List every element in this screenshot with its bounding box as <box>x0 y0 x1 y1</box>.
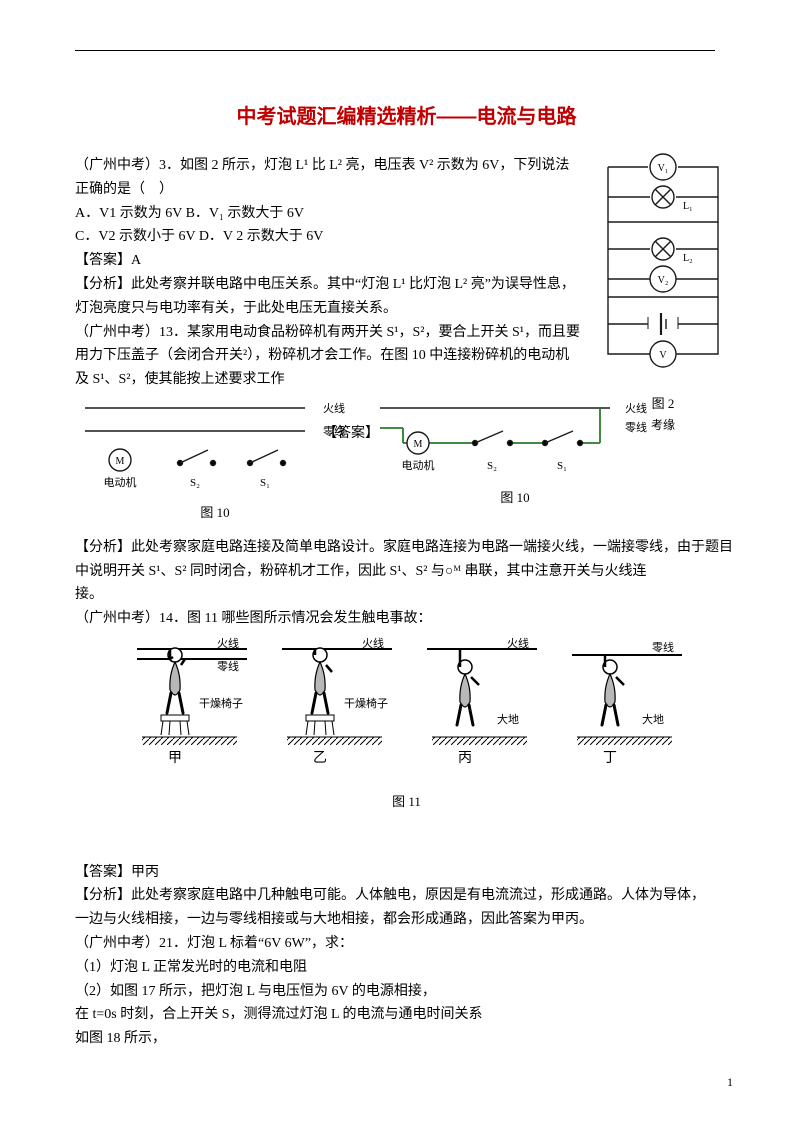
svg-text:火线: 火线 <box>217 637 239 650</box>
svg-text:火线: 火线 <box>362 637 384 650</box>
svg-text:S₂: S₂ <box>190 477 200 489</box>
q21-prompt: （广州中考）21．灯泡 L 标着“6V 6W”，求： <box>75 932 738 956</box>
svg-text:甲: 甲 <box>168 751 182 766</box>
q21-sub4: 如图 18 所示， <box>75 1027 738 1051</box>
q14-analysis: 【分析】此处考察家庭电路中几种触电可能。人体触电，原因是有电流流过，形成通路。人… <box>75 884 738 908</box>
header-rule <box>75 50 715 51</box>
svg-text:干燥椅子: 干燥椅子 <box>344 696 388 710</box>
q14-answer: 【答案】甲丙 <box>75 861 738 885</box>
svg-text:V₂: V₂ <box>658 275 669 286</box>
q13-analysis2: 接。 <box>75 583 738 607</box>
q21-sub2: （2）如图 17 所示，把灯泡 L 与电压恒为 6V 的电源相接， <box>75 980 738 1004</box>
svg-text:S₁: S₁ <box>260 477 270 489</box>
svg-text:火线: 火线 <box>625 401 647 415</box>
fig10-row: 火线 零线 M 电动机 S₂ S₁ 图 10 【答案】 火线 零 <box>75 398 580 524</box>
svg-text:V: V <box>659 350 667 361</box>
page-number: 1 <box>727 1072 733 1092</box>
svg-text:L₁: L₁ <box>683 201 693 212</box>
svg-text:火线: 火线 <box>323 401 345 415</box>
svg-text:火线: 火线 <box>507 637 529 650</box>
circuit-fig2: V₁ L₁ L₂ V₂ V <box>588 149 738 384</box>
fig11-label: 图 11 <box>75 791 738 813</box>
svg-text:零线: 零线 <box>652 640 674 654</box>
figure-2: V₁ L₁ L₂ V₂ V 图 2 考缘 <box>588 149 738 435</box>
svg-text:电动机: 电动机 <box>104 475 137 489</box>
q21-sub1: （1）灯泡 L 正常发光时的电流和电阻 <box>75 956 738 980</box>
svg-text:大地: 大地 <box>497 712 519 726</box>
svg-text:零线: 零线 <box>625 420 647 434</box>
svg-text:干燥椅子: 干燥椅子 <box>199 696 243 710</box>
svg-text:电动机: 电动机 <box>402 458 435 472</box>
q13-analysis: 【分析】此处考察家庭电路连接及简单电路设计。家庭电路连接为电路一端接火线，一端接… <box>75 536 738 584</box>
figure-11: 火线 零线 干燥椅子 甲 火线 干燥椅子 <box>75 637 738 813</box>
svg-text:丁: 丁 <box>603 751 617 766</box>
fig10-left-label: 图 10 <box>75 502 355 524</box>
svg-text:大地: 大地 <box>642 712 664 726</box>
fig10-right: 【答案】 火线 零线 M <box>375 398 655 509</box>
q14-prompt: （广州中考）14．图 11 哪些图所示情况会发生触电事故： <box>75 607 738 631</box>
svg-text:S₁: S₁ <box>557 460 567 472</box>
svg-text:M: M <box>414 439 423 450</box>
svg-text:S₂: S₂ <box>487 460 497 472</box>
q14-analysis2: 一边与火线相接，一边与零线相接或与大地相接，都会形成通路，因此答案为甲丙。 <box>75 908 738 932</box>
fig10-left: 火线 零线 M 电动机 S₂ S₁ 图 10 <box>75 398 355 524</box>
page-title: 中考试题汇编精选精析——电流与电路 <box>75 100 738 134</box>
q13-answer-label: 【答案】 <box>323 422 379 446</box>
svg-text:零线: 零线 <box>217 659 239 673</box>
svg-text:乙: 乙 <box>313 750 327 766</box>
svg-text:L₂: L₂ <box>683 253 693 264</box>
fig10-right-label: 图 10 <box>375 487 655 509</box>
q21-sub3: 在 t=0s 时刻，合上开关 S，测得流过灯泡 L 的电流与通电时间关系 <box>75 1003 738 1027</box>
svg-text:V₁: V₁ <box>658 163 669 174</box>
svg-text:M: M <box>116 456 125 467</box>
svg-text:丙: 丙 <box>458 751 472 766</box>
